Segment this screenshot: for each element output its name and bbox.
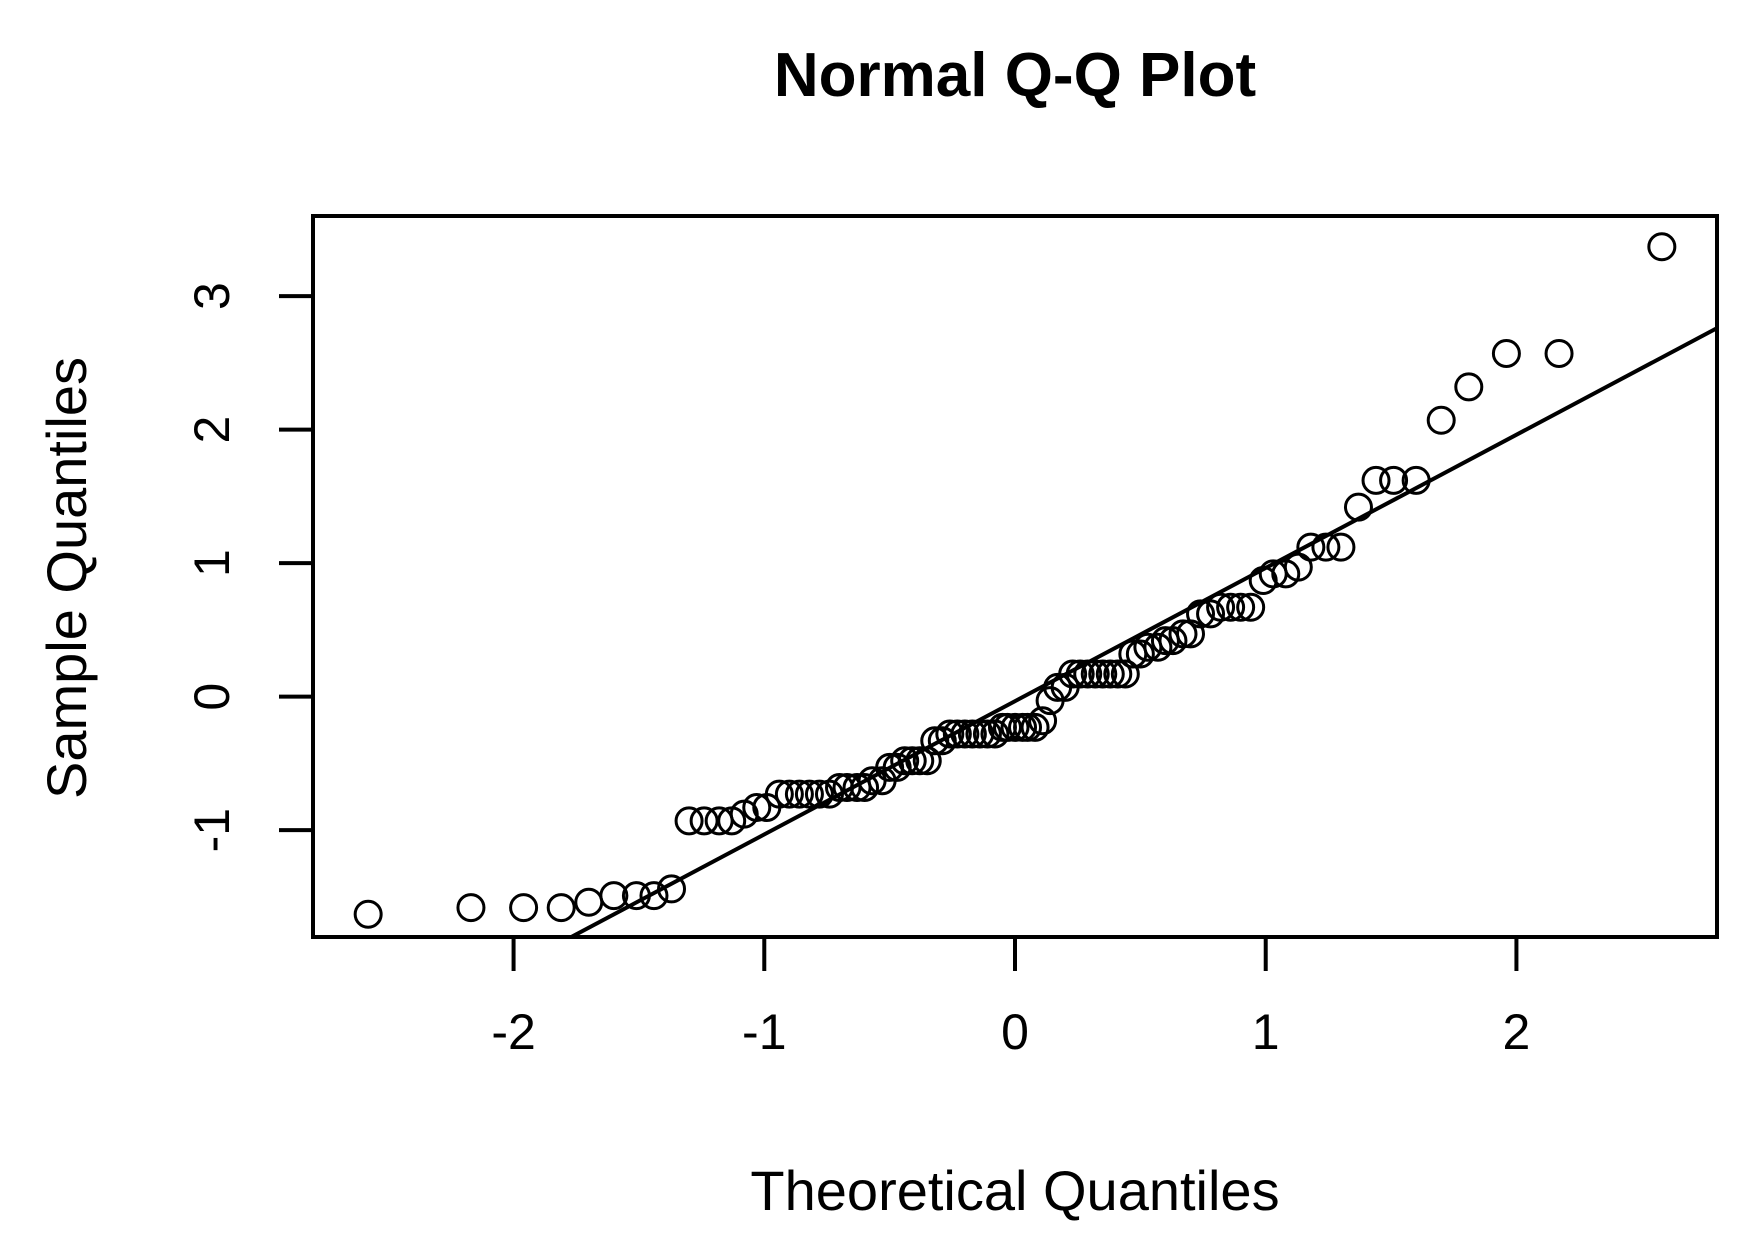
data-point [1236, 592, 1266, 622]
data-point [621, 881, 651, 911]
data-point [689, 806, 719, 836]
data-point [1013, 712, 1043, 742]
data-point [1647, 232, 1677, 262]
data-point [794, 779, 824, 809]
data-point [574, 887, 604, 917]
chart-title: Normal Q-Q Plot [774, 41, 1256, 110]
data-point [1168, 619, 1198, 649]
data-point [742, 792, 772, 822]
data-point [1379, 465, 1409, 495]
data-point [674, 806, 704, 836]
data-point [1226, 592, 1256, 622]
y-tick-label: 3 [184, 282, 240, 310]
data-point [942, 719, 972, 749]
data-point [1401, 465, 1431, 495]
y-tick-label: -1 [184, 808, 240, 852]
data-point [1065, 659, 1095, 689]
y-axis-label: Sample Quantiles [35, 357, 98, 799]
data-points [353, 232, 1677, 929]
data-point [1058, 659, 1088, 689]
data-point [1186, 599, 1216, 629]
data-point [850, 772, 880, 802]
reference-line [567, 326, 1717, 937]
data-point [657, 874, 687, 904]
x-tick-label: 1 [1252, 1004, 1280, 1060]
data-point [546, 893, 576, 923]
data-point [1544, 339, 1574, 369]
data-point [1020, 712, 1050, 742]
data-point [972, 719, 1002, 749]
data-point [890, 746, 920, 776]
data-point [1454, 372, 1484, 402]
data-point [957, 719, 987, 749]
y-tick-label: 0 [184, 683, 240, 711]
data-point [639, 881, 669, 911]
data-point [456, 893, 486, 923]
data-point [1216, 592, 1246, 622]
data-point [992, 712, 1022, 742]
data-point [1143, 632, 1173, 662]
data-point [912, 746, 942, 776]
data-point [1311, 532, 1341, 562]
data-point [950, 719, 980, 749]
data-point [1361, 465, 1391, 495]
data-point [353, 899, 383, 929]
y-axis: -1 0 1 2 3 [184, 282, 313, 852]
data-point [1073, 659, 1103, 689]
data-point [784, 779, 814, 809]
x-tick-label: 0 [1001, 1004, 1029, 1060]
data-point [1426, 405, 1456, 435]
data-point [1028, 706, 1058, 736]
data-point [804, 779, 834, 809]
x-axis: -2 -1 0 1 2 [491, 937, 1530, 1060]
data-point [1080, 659, 1110, 689]
data-point [1088, 659, 1118, 689]
data-point [1296, 532, 1326, 562]
x-tick-label: 2 [1503, 1004, 1531, 1060]
data-point [764, 779, 794, 809]
data-point [1326, 532, 1356, 562]
data-point [599, 881, 629, 911]
data-point [1000, 712, 1030, 742]
x-tick-label: -2 [491, 1004, 535, 1060]
data-point [935, 719, 965, 749]
data-point [1491, 339, 1521, 369]
plot-frame [311, 214, 1719, 939]
x-axis-label: Theoretical Quantiles [750, 1159, 1279, 1222]
data-point [774, 779, 804, 809]
data-point [1103, 659, 1133, 689]
data-point [1095, 659, 1125, 689]
data-point [1125, 639, 1155, 669]
x-tick-label: -1 [742, 1004, 786, 1060]
data-point [1206, 592, 1236, 622]
y-tick-label: 1 [184, 549, 240, 577]
data-point [905, 746, 935, 776]
data-point [1343, 492, 1373, 522]
data-point [509, 893, 539, 923]
y-tick-label: 2 [184, 416, 240, 444]
data-point [1110, 659, 1140, 689]
data-point [897, 746, 927, 776]
